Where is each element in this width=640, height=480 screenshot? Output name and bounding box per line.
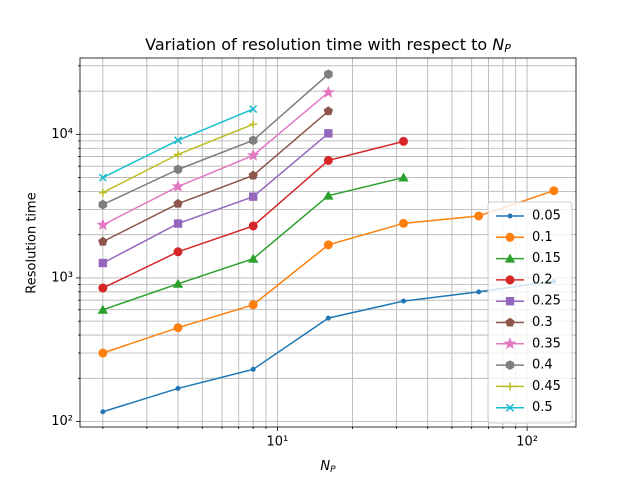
marker: [98, 199, 108, 210]
series-line: [102, 189, 555, 354]
marker: [173, 247, 183, 257]
title-text: Variation of resolution time with respec…: [145, 35, 492, 54]
legend-label: 0.45: [532, 379, 561, 394]
marker: [399, 218, 409, 228]
marker: [322, 85, 335, 98]
marker: [98, 173, 107, 182]
marker: [505, 232, 515, 242]
legend-label: 0.35: [532, 336, 561, 351]
marker: [98, 258, 108, 268]
marker: [248, 135, 258, 146]
series-line: [102, 73, 329, 206]
legend-label: 0.25: [532, 294, 561, 309]
marker: [173, 198, 183, 208]
marker: [503, 337, 517, 350]
marker: [172, 278, 184, 288]
marker: [399, 136, 409, 146]
y-axis-label: Resolution time: [25, 192, 40, 293]
marker: [505, 403, 515, 412]
marker: [504, 253, 516, 263]
marker: [323, 155, 333, 165]
legend-label: 0.5: [532, 400, 553, 415]
marker: [248, 170, 258, 180]
marker: [98, 348, 108, 358]
xlabel-math: N: [320, 459, 330, 474]
legend-label: 0.05: [532, 209, 561, 224]
legend-label: 0.4: [532, 358, 553, 373]
marker: [324, 69, 333, 80]
marker: [398, 172, 409, 182]
title-math: N: [492, 35, 504, 54]
marker: [247, 253, 259, 263]
marker: [97, 304, 109, 314]
legend-label: 0.1: [532, 230, 553, 245]
marker: [173, 323, 183, 333]
x-axis-label: NP: [320, 459, 336, 475]
marker: [98, 236, 108, 246]
marker: [401, 298, 407, 304]
marker: [324, 129, 333, 138]
marker: [507, 213, 513, 219]
legend-label: 0.15: [532, 251, 561, 266]
legend-label: 0.3: [532, 315, 553, 330]
marker: [173, 164, 183, 175]
marker: [250, 366, 256, 372]
marker: [506, 382, 514, 391]
marker: [323, 190, 334, 200]
marker: [474, 211, 484, 221]
chart-title: Variation of resolution time with respec…: [145, 35, 511, 56]
marker: [505, 360, 515, 370]
marker: [323, 240, 333, 250]
series-line: [102, 280, 554, 413]
legend-label: 0.2: [532, 272, 553, 287]
marker: [246, 148, 260, 161]
marker: [323, 106, 334, 116]
marker: [476, 289, 482, 295]
marker: [98, 283, 108, 293]
series-line: [102, 110, 329, 243]
marker: [174, 150, 183, 159]
marker: [505, 275, 515, 285]
marker: [325, 315, 331, 321]
marker: [173, 136, 183, 145]
title-sub: P: [504, 42, 511, 55]
marker: [248, 300, 258, 310]
x-tick-label: 10²: [516, 435, 538, 450]
x-tick-label: 10¹: [267, 435, 289, 450]
marker: [98, 188, 107, 197]
marker: [249, 120, 258, 129]
series-line: [102, 132, 329, 264]
marker: [505, 317, 515, 327]
marker: [175, 385, 181, 391]
legend: 0.05 0.1 0.15 0.2 0.25 0.3 0.35 0.4 0.45 0.5: [487, 201, 573, 424]
marker: [505, 297, 515, 306]
marker: [248, 221, 258, 231]
y-tick-label: 10²: [51, 414, 73, 429]
marker: [549, 186, 559, 196]
marker: [96, 218, 110, 231]
marker: [249, 105, 258, 114]
marker: [171, 179, 185, 192]
xlabel-sub: P: [330, 465, 336, 475]
series-line: [102, 91, 329, 226]
marker: [248, 192, 258, 201]
y-tick-label: 10⁴: [51, 127, 73, 142]
y-tick-label: 10³: [51, 270, 73, 285]
plot-frame: [79, 57, 577, 428]
marker: [100, 409, 106, 415]
marker: [173, 219, 183, 228]
